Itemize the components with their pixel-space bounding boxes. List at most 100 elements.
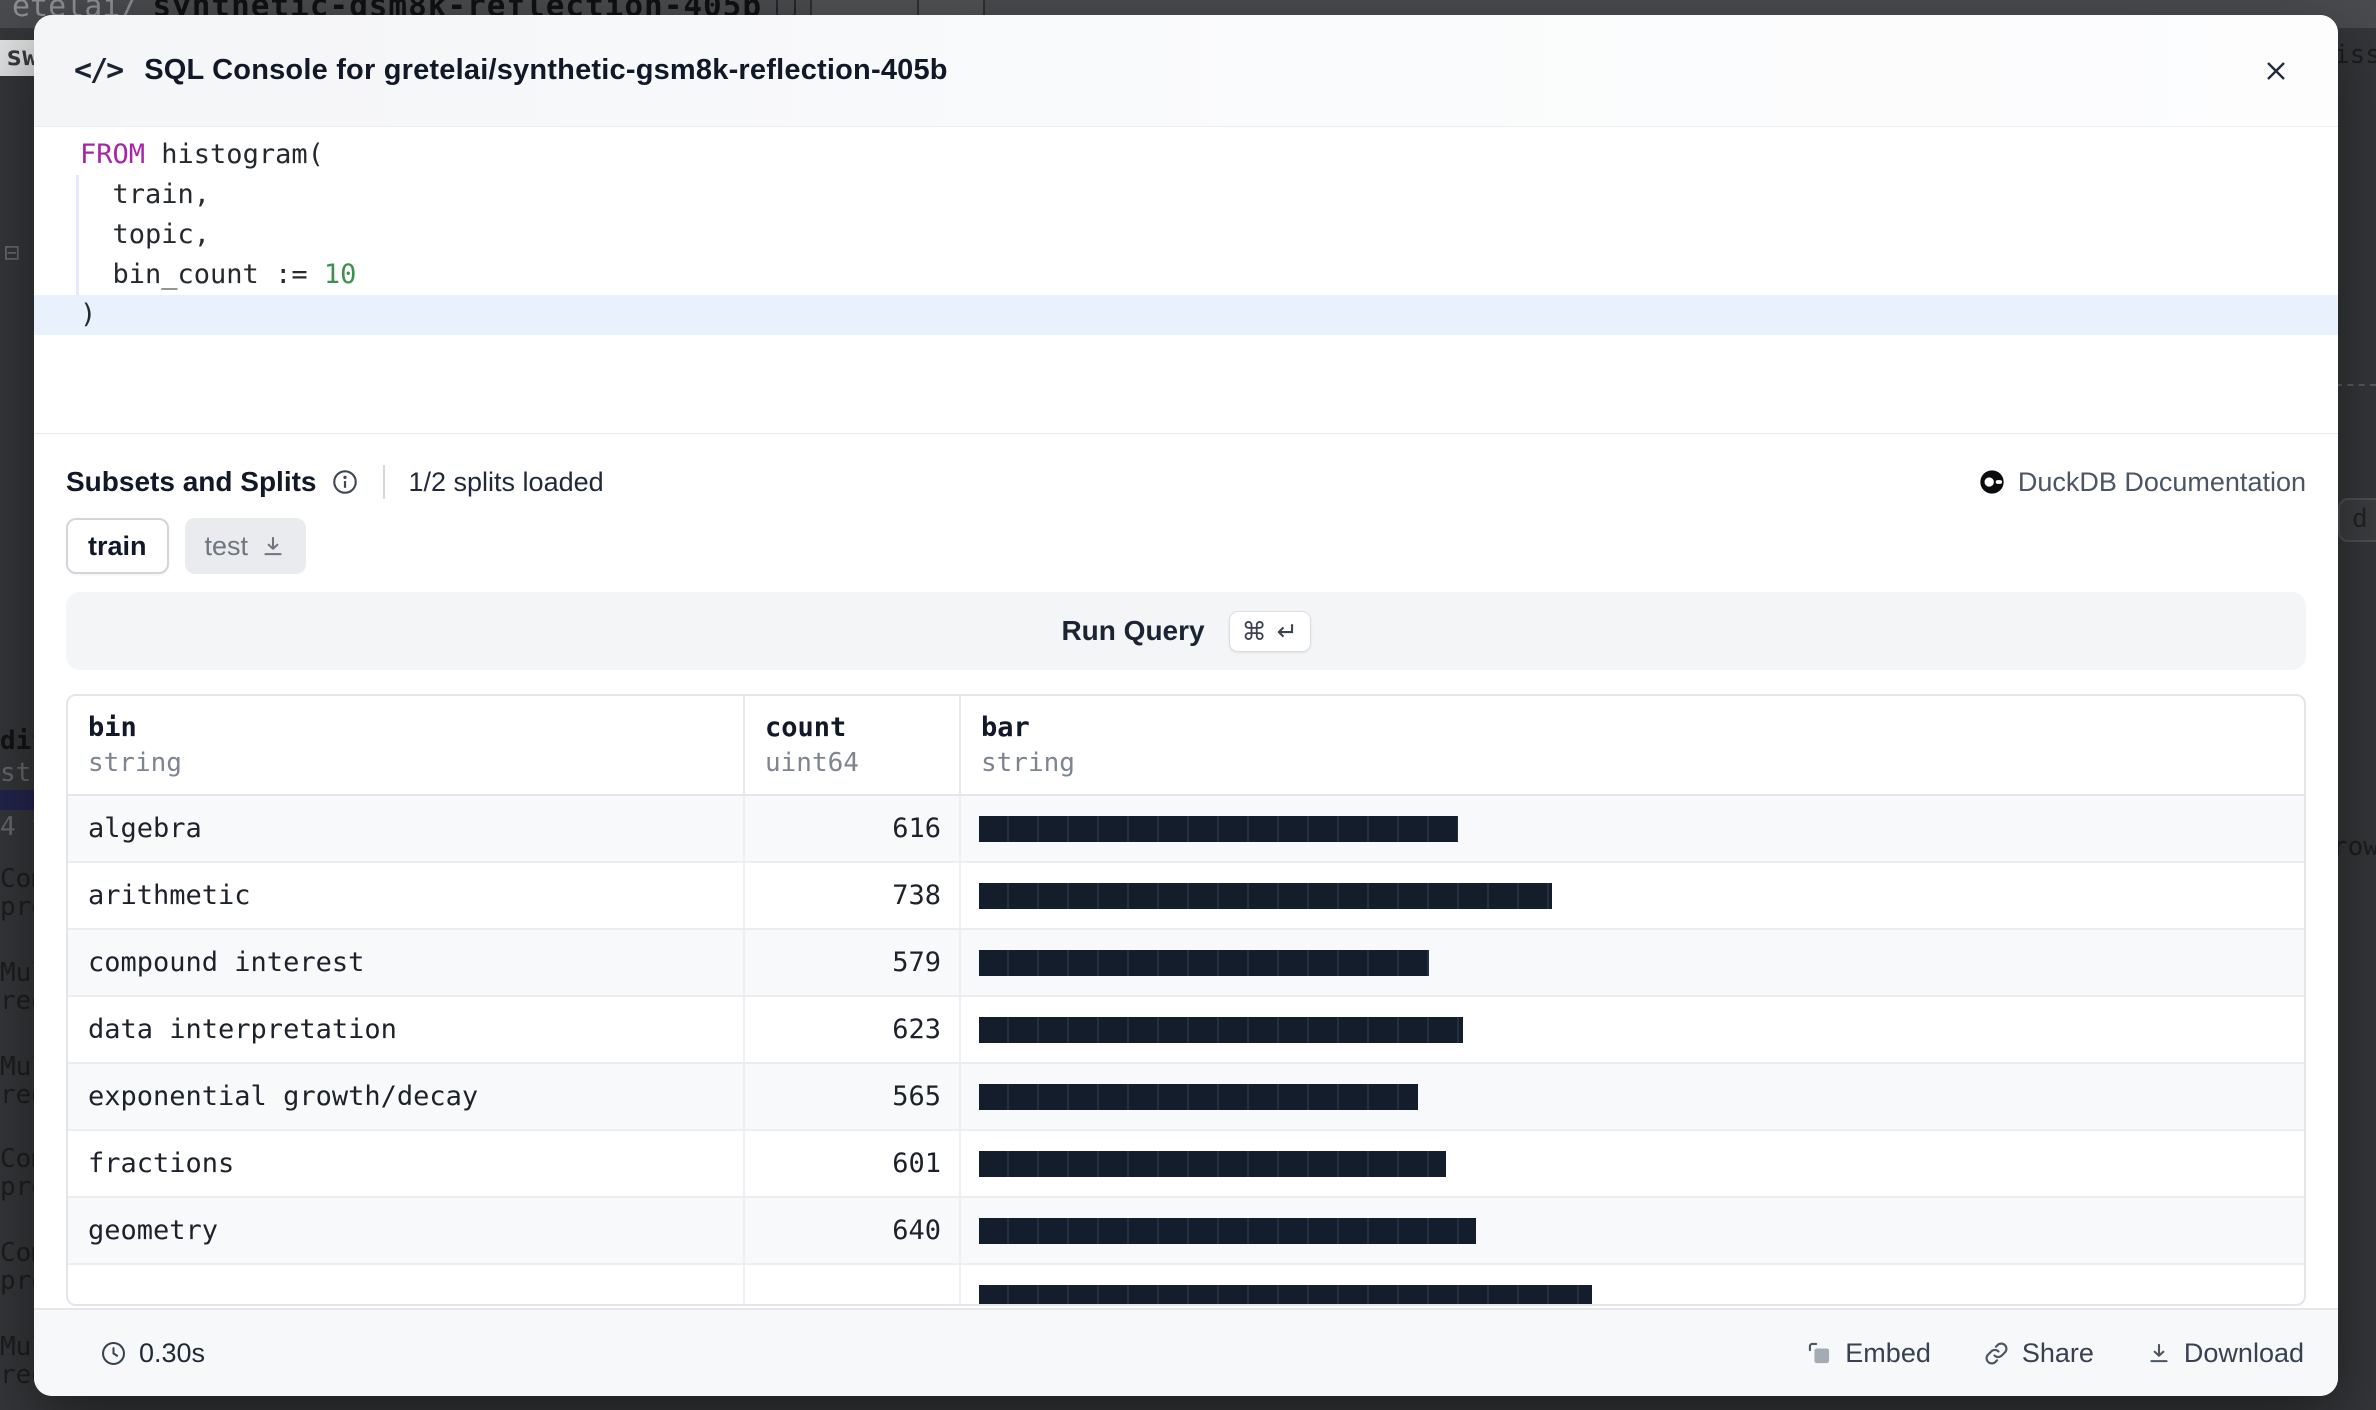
query-duration-value: 0.30s xyxy=(139,1337,206,1368)
column-name: count xyxy=(765,712,847,743)
table-row-partial xyxy=(68,1265,2304,1304)
cell-bin: geometry xyxy=(68,1198,745,1263)
code-line[interactable]: FROM histogram( xyxy=(80,135,2330,175)
table-row: algebra 616 xyxy=(68,796,2304,863)
embed-button[interactable]: Embed xyxy=(1806,1338,1931,1369)
code-line[interactable]: topic, xyxy=(80,215,2330,255)
duckdb-logo-icon xyxy=(1980,470,2004,494)
column-header-count[interactable]: count uint64 xyxy=(745,696,961,794)
column-type: string xyxy=(88,748,182,778)
splits-loaded-status: 1/2 splits loaded xyxy=(408,466,604,497)
modal-title: SQL Console for gretelai/synthetic-gsm8k… xyxy=(144,54,948,86)
cell-bar xyxy=(961,796,2304,861)
cell-count xyxy=(745,1265,961,1304)
cell-count: 565 xyxy=(745,1064,961,1129)
download-button[interactable]: Download xyxy=(2146,1338,2304,1369)
code-icon: </> xyxy=(74,53,124,88)
background-text-fragment: d xyxy=(2338,498,2376,542)
cell-count: 601 xyxy=(745,1131,961,1196)
code-line[interactable]: bin_count := 10 xyxy=(80,255,2330,295)
duckdb-documentation-link[interactable]: DuckDB Documentation xyxy=(1978,467,2306,498)
cell-count: 616 xyxy=(745,796,961,861)
table-row: geometry 640 xyxy=(68,1198,2304,1265)
modal-header: </> SQL Console for gretelai/synthetic-g… xyxy=(34,15,2338,127)
column-type: uint64 xyxy=(765,748,859,778)
action-label: Download xyxy=(2183,1337,2304,1368)
code-token-number: 10 xyxy=(323,259,357,290)
column-name: bar xyxy=(981,712,1030,743)
cell-bar xyxy=(961,997,2304,1062)
code-line-active[interactable]: ) xyxy=(34,295,2338,335)
split-label: train xyxy=(88,530,147,561)
cell-bin: exponential growth/decay xyxy=(68,1064,745,1129)
info-icon[interactable] xyxy=(331,468,359,496)
split-selector: train test xyxy=(66,518,2306,574)
cmd-key-icon: ⌘ xyxy=(1241,616,1267,646)
code-token-plain: bin_count := xyxy=(80,259,324,290)
clock-icon xyxy=(102,1341,125,1365)
cell-bar xyxy=(961,930,2304,995)
modal-footer: 0.30s Embed Share Download xyxy=(34,1308,2338,1396)
cell-bar xyxy=(961,863,2304,928)
sql-editor[interactable]: FROM histogram( train, topic, bin_count … xyxy=(34,127,2338,434)
code-token-plain: histogram( xyxy=(145,139,324,170)
keyboard-shortcut-badge: ⌘ ↵ xyxy=(1228,610,1311,652)
cell-bar xyxy=(961,1198,2304,1263)
sql-console-modal: </> SQL Console for gretelai/synthetic-g… xyxy=(34,15,2338,1396)
action-label: Share xyxy=(2021,1337,2094,1368)
split-button-train[interactable]: train xyxy=(66,518,169,574)
cell-count: 640 xyxy=(745,1198,961,1263)
run-query-label: Run Query xyxy=(1061,615,1205,646)
histogram-bar xyxy=(979,1284,1592,1304)
column-header-bin[interactable]: bin string xyxy=(68,696,745,794)
divider xyxy=(382,465,385,499)
background-dash xyxy=(2336,384,2376,386)
table-row: fractions 601 xyxy=(68,1131,2304,1198)
cell-bin: arithmetic xyxy=(68,863,745,928)
background-text-fragment: row xyxy=(2332,832,2376,862)
histogram-bar xyxy=(979,949,1429,976)
duckdb-documentation-label: DuckDB Documentation xyxy=(2017,466,2306,497)
histogram-bar xyxy=(979,815,1458,842)
share-button[interactable]: Share xyxy=(1983,1338,2094,1369)
close-icon xyxy=(2267,61,2285,80)
code-token-plain: train, xyxy=(80,179,211,210)
cell-bin: algebra xyxy=(68,796,745,861)
indent-guide xyxy=(76,175,79,295)
table-header-row: bin string count uint64 bar string xyxy=(68,696,2304,796)
splits-heading: Subsets and Splits xyxy=(66,466,317,497)
cell-bin: compound interest xyxy=(68,930,745,995)
cell-count: 579 xyxy=(745,930,961,995)
cell-bin xyxy=(68,1265,745,1304)
cell-bar xyxy=(961,1265,2304,1304)
download-icon xyxy=(2146,1340,2172,1366)
split-button-test[interactable]: test xyxy=(184,518,307,574)
histogram-bar xyxy=(979,1217,1476,1244)
code-line[interactable]: train, xyxy=(80,175,2330,215)
column-header-bar[interactable]: bar string xyxy=(961,696,2304,794)
cell-bar xyxy=(961,1064,2304,1129)
close-button[interactable] xyxy=(2254,49,2298,93)
enter-key-icon: ↵ xyxy=(1276,616,1298,646)
background-text-fragment: issa xyxy=(2334,40,2376,70)
action-label: Embed xyxy=(1845,1337,1931,1368)
modal-body: Subsets and Splits 1/2 splits loaded Duc… xyxy=(34,434,2338,1308)
histogram-bar xyxy=(979,1083,1418,1110)
cell-bin: fractions xyxy=(68,1131,745,1196)
cell-count: 738 xyxy=(745,863,961,928)
download-icon xyxy=(260,533,286,559)
footer-actions: Embed Share Download xyxy=(1806,1338,2304,1369)
histogram-bar xyxy=(979,1150,1446,1177)
histogram-bar xyxy=(979,1016,1463,1043)
query-duration: 0.30s xyxy=(100,1338,205,1369)
run-query-button[interactable]: Run Query ⌘ ↵ xyxy=(66,592,2306,670)
share-icon xyxy=(1983,1340,2010,1367)
column-name: bin xyxy=(88,712,137,743)
background-band xyxy=(0,790,40,810)
embed-icon xyxy=(1806,1340,1833,1367)
cell-count: 623 xyxy=(745,997,961,1062)
table-row: data interpretation 623 xyxy=(68,997,2304,1064)
cell-bin: data interpretation xyxy=(68,997,745,1062)
code-token-keyword: FROM xyxy=(80,139,146,170)
code-token-plain: ) xyxy=(80,299,97,330)
